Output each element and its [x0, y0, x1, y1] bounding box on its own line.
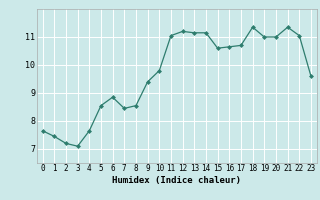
X-axis label: Humidex (Indice chaleur): Humidex (Indice chaleur): [112, 176, 241, 185]
